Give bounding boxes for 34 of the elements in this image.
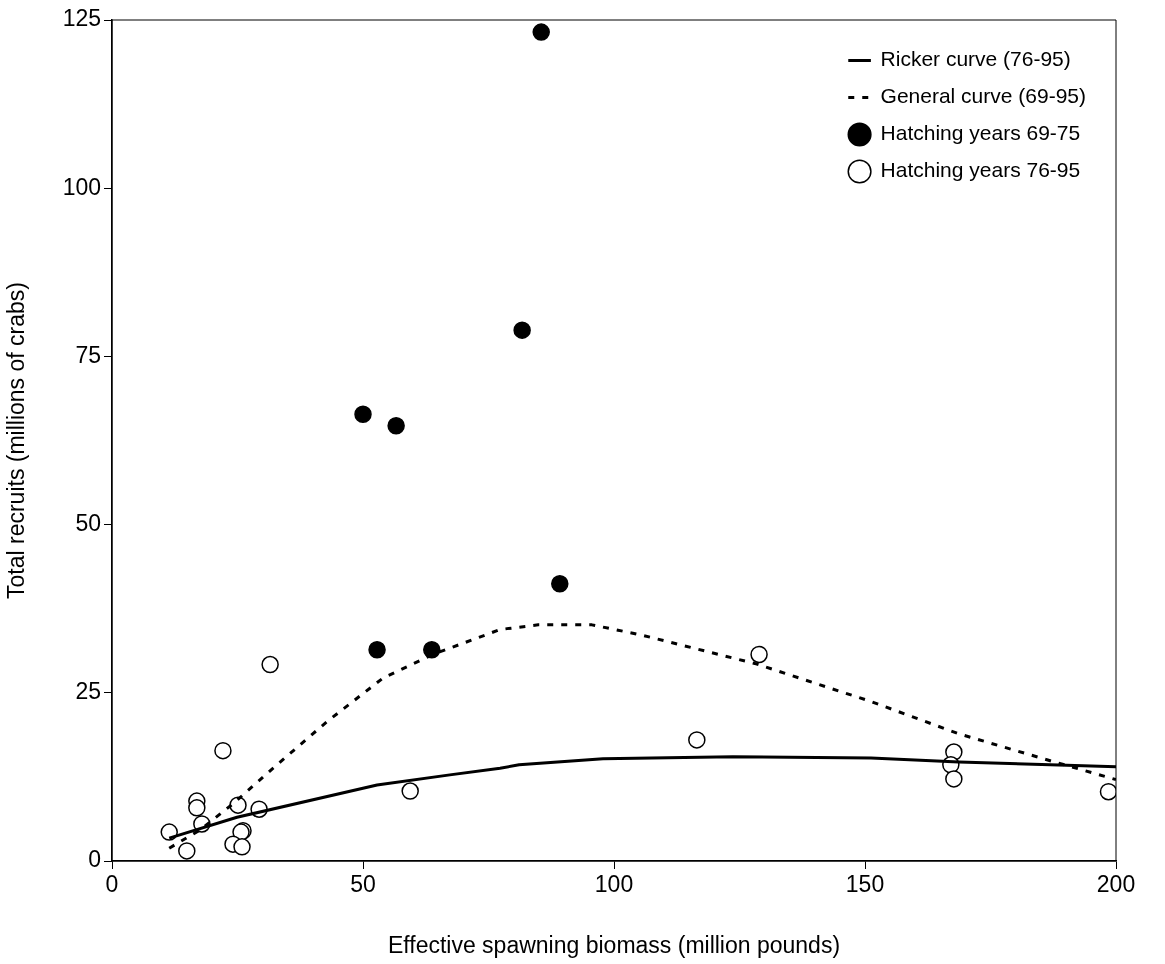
y-tick-label: 125 [62,5,101,32]
legend-label: General curve (69-95) [880,84,1087,108]
point [214,741,232,760]
point [233,838,251,856]
x-tick-label: 150 [845,871,885,898]
point [354,405,372,424]
point [551,575,569,593]
y-tick-label: 25 [75,678,101,705]
y-tick-label: 100 [62,173,101,200]
x-tick-label: 50 [350,871,376,898]
point [368,640,386,659]
y-tick-label: 0 [88,846,101,873]
x-axis-title: Effective spawning biomass (million pounds) [387,931,841,958]
point [188,799,206,817]
x-tick-label: 0 [105,871,119,898]
x-tick-label: 100 [594,871,634,898]
y-axis-title: Total recruits (millions of crabs) [3,282,30,599]
legend-label: Ricker curve (76-95) [880,47,1071,71]
point [423,640,441,659]
point [945,770,963,788]
legend-label: Hatching years 69-75 [880,121,1081,145]
point [688,731,706,749]
point [178,842,196,860]
y-tick-label: 50 [75,509,101,536]
y-tick-label: 75 [75,341,101,368]
x-tick-label: 200 [1096,871,1136,898]
point [401,782,419,800]
point [532,23,550,41]
legend-label: Hatching years 76-95 [880,158,1081,182]
point [261,655,279,674]
point [513,321,531,339]
point [750,645,768,664]
point [387,416,405,435]
point [1099,782,1116,801]
